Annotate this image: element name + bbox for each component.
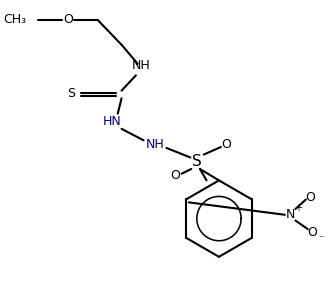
Text: NH: NH	[131, 59, 150, 72]
Text: O: O	[222, 138, 231, 151]
Text: O: O	[170, 169, 180, 182]
Text: CH₃: CH₃	[3, 13, 26, 26]
Text: S: S	[67, 87, 75, 100]
Text: N: N	[286, 208, 295, 221]
Text: O: O	[63, 13, 73, 26]
Text: +: +	[294, 203, 302, 213]
Text: O: O	[308, 226, 318, 239]
Text: S: S	[192, 154, 202, 169]
Text: NH: NH	[146, 138, 164, 151]
Text: O: O	[306, 191, 316, 204]
Text: HN: HN	[103, 115, 121, 128]
Text: ⁻: ⁻	[319, 235, 324, 245]
